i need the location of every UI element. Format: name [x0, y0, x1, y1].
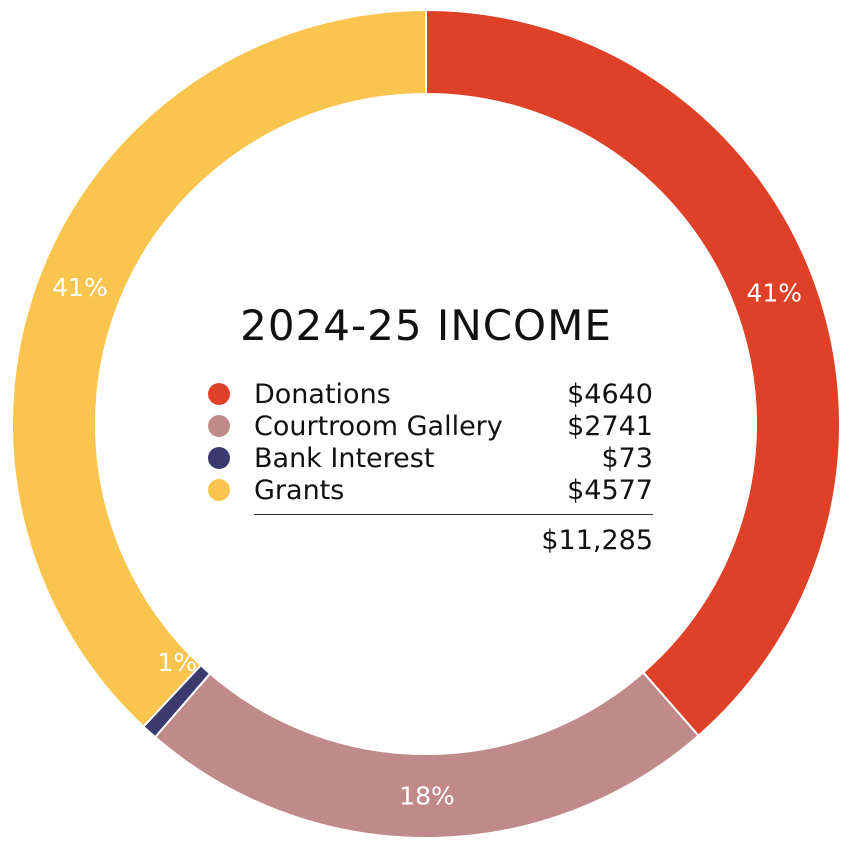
legend-swatch-donations [208, 383, 230, 405]
legend-label: Bank Interest [254, 442, 435, 474]
legend-swatch-courtroom-gallery [208, 415, 230, 437]
legend-value: $4640 [567, 378, 653, 410]
total-value: $11,285 [541, 525, 653, 556]
legend-value: $4577 [567, 474, 653, 506]
chart-title: 2024-25 INCOME [240, 301, 612, 350]
legend-value: $2741 [567, 410, 653, 442]
legend-swatch-bank-interest [208, 447, 230, 469]
slice-label-courtroom-gallery: 18% [399, 781, 455, 810]
legend: Donations $4640 Courtroom Gallery $2741 … [208, 378, 653, 556]
legend-value: $73 [601, 442, 653, 474]
slice-label-donations: 41% [746, 279, 802, 308]
slice-donations [425, 8, 841, 738]
legend-item-grants: Grants $4577 [208, 474, 653, 506]
slice-label-bank-interest: 1% [157, 648, 197, 677]
legend-divider [254, 514, 653, 515]
slice-labels: 41% 18% 1% 41% [52, 273, 802, 810]
legend-swatch-grants [208, 479, 230, 501]
legend-label: Donations [254, 378, 391, 410]
slice-grants [11, 8, 427, 728]
legend-label: Courtroom Gallery [254, 410, 503, 442]
legend-item-bank-interest: Bank Interest $73 [208, 442, 653, 474]
legend-item-donations: Donations $4640 [208, 378, 653, 410]
donut-slices [11, 8, 841, 839]
legend-item-courtroom-gallery: Courtroom Gallery $2741 [208, 410, 653, 442]
legend-label: Grants [254, 474, 345, 506]
slice-label-grants: 41% [52, 273, 108, 302]
slice-courtroom-gallery [153, 671, 700, 839]
